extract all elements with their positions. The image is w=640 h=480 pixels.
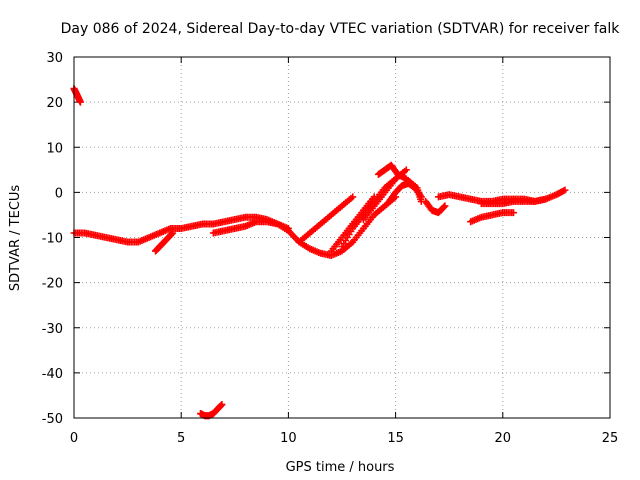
y-tick-label: 0 — [55, 186, 63, 201]
data-point — [169, 229, 177, 237]
x-tick-label: 25 — [602, 431, 619, 446]
y-tick-label: 30 — [46, 51, 63, 66]
x-tick-label: 20 — [495, 431, 512, 446]
series-dip-17h — [422, 197, 449, 217]
data-point — [416, 191, 424, 199]
y-tick-label: 10 — [46, 141, 63, 156]
y-tick-label: -20 — [42, 277, 63, 292]
x-axis-label: GPS time / hours — [286, 460, 395, 475]
series-rise-1 — [295, 193, 357, 246]
series-hump-15h — [385, 179, 425, 205]
data-point — [417, 193, 425, 201]
series-outlier-6h — [196, 400, 226, 420]
data-point — [402, 166, 410, 174]
series-late-lower — [467, 209, 518, 226]
y-tick-label: 20 — [46, 96, 63, 111]
y-tick-label: -50 — [42, 412, 63, 427]
data-points — [70, 85, 569, 420]
y-tick-label: -30 — [42, 322, 63, 337]
series-secondary-7h — [209, 218, 292, 237]
chart-title: Day 086 of 2024, Sidereal Day-to-day VTE… — [61, 21, 621, 37]
x-tick-label: 10 — [280, 431, 297, 446]
x-tick-label: 5 — [177, 431, 185, 446]
data-point — [510, 209, 518, 217]
series-low-dip — [151, 229, 177, 255]
x-tick-label: 15 — [387, 431, 404, 446]
data-point — [284, 224, 292, 232]
y-tick-label: -40 — [42, 367, 63, 382]
y-tick-label: -10 — [42, 232, 63, 247]
data-point — [218, 400, 226, 408]
y-axis-label: SDTVAR / TECUs — [8, 185, 23, 292]
data-point — [441, 202, 449, 210]
data-point — [561, 186, 569, 194]
series-late-mid — [477, 195, 550, 208]
data-point — [349, 193, 357, 201]
plot-frame — [73, 56, 611, 419]
x-tick-label: 0 — [70, 431, 78, 446]
series-main-trace — [70, 193, 400, 260]
data-point — [542, 195, 550, 203]
data-point — [440, 203, 448, 211]
series-early-high — [70, 85, 84, 106]
data-point — [76, 98, 84, 106]
